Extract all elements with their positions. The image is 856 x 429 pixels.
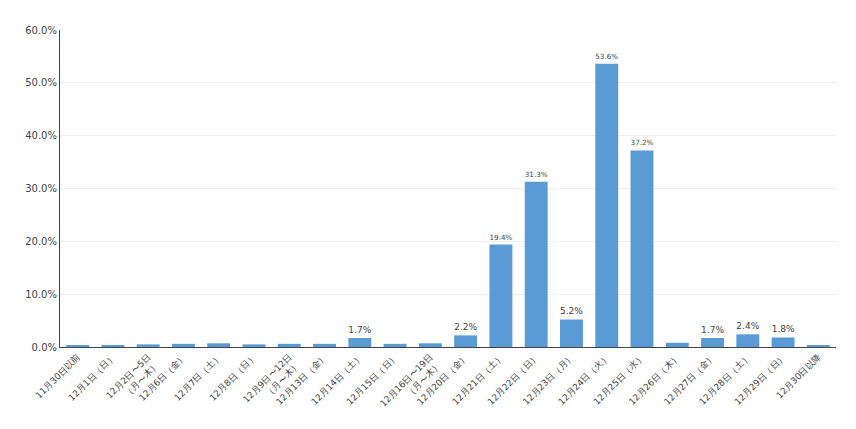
svg-text:50.0%: 50.0%	[25, 77, 57, 88]
svg-text:12月25日（水）: 12月25日（水）	[592, 352, 647, 407]
svg-text:12月30日以降: 12月30日以降	[774, 352, 823, 401]
svg-text:12月29日（日）: 12月29日（日）	[733, 352, 788, 407]
svg-text:12月14日（土）: 12月14日（土）	[309, 352, 364, 407]
svg-text:12月8日（日）: 12月8日（日）	[208, 352, 259, 403]
svg-text:60.0%: 60.0%	[25, 25, 57, 36]
svg-text:11月30日以前: 11月30日以前	[34, 352, 83, 401]
svg-text:40.0%: 40.0%	[25, 130, 57, 141]
svg-text:12月16日〜19日（月〜木）: 12月16日〜19日（月〜木）	[378, 352, 443, 417]
svg-text:20.0%: 20.0%	[25, 236, 57, 247]
svg-text:12月6日（金）: 12月6日（金）	[137, 352, 188, 403]
svg-text:12月9日〜12日（月〜木）: 12月9日〜12日（月〜木）	[241, 352, 302, 413]
svg-text:12月2日〜5日（月〜木）: 12月2日〜5日（月〜木）	[104, 352, 161, 409]
svg-text:12月24日（火）: 12月24日（火）	[556, 352, 611, 407]
svg-text:12月21日（土）: 12月21日（土）	[450, 352, 505, 407]
svg-text:2.2%: 2.2%	[454, 322, 477, 332]
svg-text:0.0%: 0.0%	[32, 342, 57, 353]
svg-text:12月22日（日）: 12月22日（日）	[486, 352, 541, 407]
svg-text:19.4%: 19.4%	[489, 233, 512, 242]
svg-text:1.7%: 1.7%	[701, 325, 724, 335]
svg-text:12月13日（金）: 12月13日（金）	[274, 352, 329, 407]
svg-text:2.4%: 2.4%	[736, 321, 759, 331]
svg-text:1.8%: 1.8%	[772, 324, 795, 334]
svg-text:12月7日（土）: 12月7日（土）	[172, 352, 223, 403]
svg-text:12月28日（土）: 12月28日（土）	[697, 352, 752, 407]
svg-text:12月15日（日）: 12月15日（日）	[345, 352, 400, 407]
svg-text:5.2%: 5.2%	[560, 306, 583, 316]
svg-text:53.6%: 53.6%	[595, 52, 618, 61]
svg-text:12月27日（金）: 12月27日（金）	[662, 352, 717, 407]
svg-text:37.2%: 37.2%	[631, 138, 654, 147]
svg-text:10.0%: 10.0%	[25, 289, 57, 300]
svg-text:1.7%: 1.7%	[348, 325, 371, 335]
svg-text:12月26日（木）: 12月26日（木）	[627, 352, 682, 407]
svg-text:12月1日（日）: 12月1日（日）	[66, 352, 117, 403]
svg-text:31.3%: 31.3%	[525, 170, 548, 179]
svg-text:30.0%: 30.0%	[25, 183, 57, 194]
svg-text:12月23日（月）: 12月23日（月）	[521, 352, 576, 407]
svg-text:12月20日（金）: 12月20日（金）	[415, 352, 470, 407]
